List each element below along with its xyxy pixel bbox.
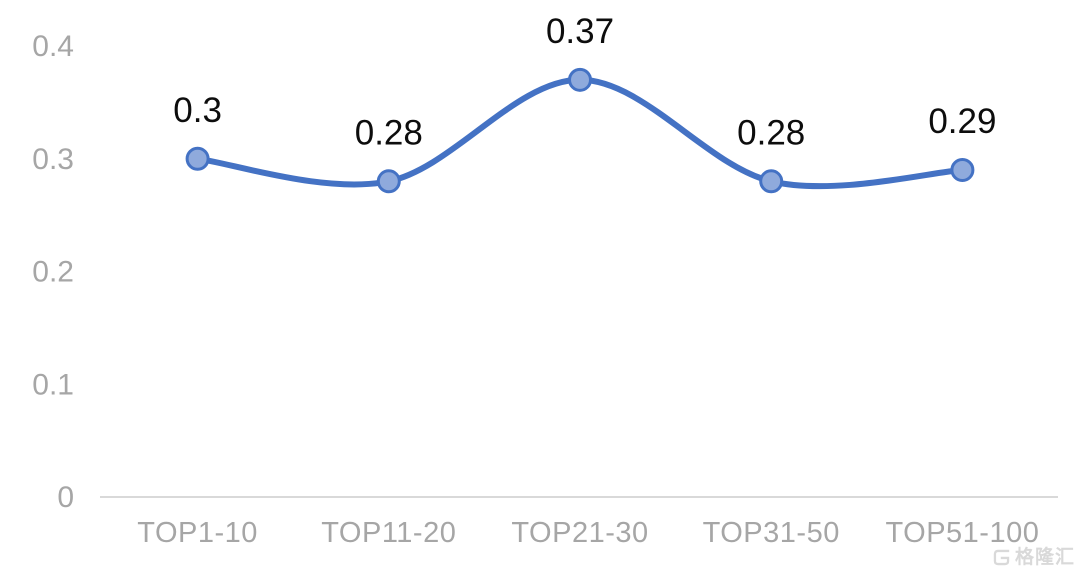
- gelonghui-watermark: 格隆汇: [991, 547, 1075, 568]
- series-line: [194, 76, 966, 190]
- y-axis-tick-label: 0: [57, 481, 74, 514]
- data-point-label: 0.3: [173, 91, 222, 130]
- data-point-marker: [376, 169, 401, 194]
- y-axis-tick-label: 0.2: [32, 256, 74, 289]
- gelonghui-logo-icon: [993, 549, 1010, 566]
- data-point-marker: [759, 169, 784, 194]
- data-point-label: 0.29: [928, 102, 996, 141]
- data-point-marker: [950, 158, 975, 183]
- data-point-marker: [185, 146, 210, 171]
- y-axis-tick-label: 0.4: [32, 30, 74, 63]
- y-axis-tick-label: 0.3: [32, 143, 74, 176]
- x-axis-category-label: TOP31-50: [703, 517, 840, 549]
- watermark-text: 格隆汇: [1014, 547, 1075, 568]
- x-axis-category-label: TOP11-20: [321, 517, 456, 549]
- x-axis-category-label: TOP1-10: [137, 517, 258, 549]
- y-axis-tick-label: 0.1: [32, 368, 74, 401]
- data-point-label: 0.28: [737, 113, 805, 152]
- x-axis-category-label: TOP51-100: [885, 517, 1039, 549]
- x-axis-category-label: TOP21-30: [511, 517, 648, 549]
- data-point-marker: [568, 67, 592, 92]
- data-point-label: 0.28: [355, 113, 423, 152]
- data-point-label: 0.37: [546, 12, 614, 51]
